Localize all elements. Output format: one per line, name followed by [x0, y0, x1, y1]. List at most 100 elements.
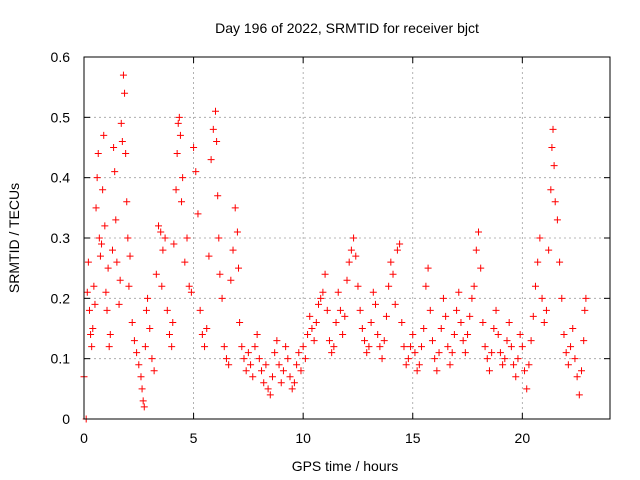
data-point	[367, 318, 375, 326]
data-point	[299, 343, 307, 351]
axis-ticks	[83, 56, 610, 420]
data-point	[150, 367, 158, 375]
data-point	[536, 234, 544, 242]
data-point	[542, 306, 550, 314]
data-point	[183, 234, 191, 242]
data-point	[215, 234, 223, 242]
data-point	[334, 288, 342, 296]
data-point	[472, 246, 480, 254]
data-point	[253, 331, 261, 339]
data-point	[448, 349, 456, 357]
data-point	[209, 125, 217, 133]
data-point	[569, 325, 577, 332]
data-point	[229, 246, 237, 254]
data-point	[135, 361, 143, 369]
data-point	[133, 349, 141, 357]
data-point	[494, 331, 502, 339]
data-point	[148, 355, 156, 363]
data-point	[450, 331, 458, 339]
data-point	[201, 343, 209, 351]
data-point	[273, 337, 281, 345]
data-point	[527, 337, 535, 345]
data-point	[488, 349, 496, 357]
data-point	[279, 367, 287, 375]
data-point	[396, 240, 404, 248]
data-point	[174, 119, 182, 127]
data-point	[317, 294, 325, 302]
data-point	[455, 288, 463, 296]
data-point	[558, 294, 566, 302]
data-point	[415, 361, 423, 369]
data-point	[356, 306, 364, 314]
x-axis-label: GPS time / hours	[292, 458, 399, 474]
data-point	[112, 216, 120, 224]
data-point	[374, 331, 382, 339]
data-point	[258, 367, 266, 375]
x-tick-label: 15	[405, 430, 421, 446]
data-point	[510, 361, 518, 369]
data-point	[439, 294, 447, 302]
data-point	[319, 288, 327, 296]
data-point	[312, 318, 320, 326]
data-point	[343, 276, 351, 284]
data-point	[181, 258, 189, 266]
data-point	[490, 325, 498, 332]
data-point	[323, 306, 331, 314]
data-point	[118, 137, 126, 145]
data-point	[262, 361, 270, 369]
data-point	[99, 186, 107, 194]
data-point	[128, 318, 136, 326]
data-point	[207, 156, 215, 164]
data-point	[567, 343, 575, 351]
data-point	[400, 343, 408, 351]
data-point	[358, 325, 366, 332]
data-point	[170, 240, 178, 248]
data-point	[235, 264, 243, 272]
data-point	[352, 252, 360, 260]
data-point	[284, 355, 292, 363]
data-point	[387, 258, 395, 266]
data-point	[91, 300, 99, 308]
data-point	[336, 306, 344, 314]
data-point	[92, 204, 100, 212]
data-point	[96, 252, 104, 260]
data-point	[564, 361, 572, 369]
data-point	[581, 306, 589, 314]
data-point	[123, 198, 131, 206]
data-point	[553, 216, 561, 224]
data-point	[499, 361, 507, 369]
data-point	[548, 144, 556, 151]
data-point	[152, 270, 160, 278]
y-tick-label: 0.4	[51, 170, 71, 186]
data-point	[110, 144, 118, 151]
data-point	[369, 288, 377, 296]
data-point	[523, 385, 531, 393]
x-tick-label: 20	[515, 430, 531, 446]
data-point	[141, 343, 149, 351]
data-point	[87, 331, 95, 339]
data-point	[534, 258, 542, 266]
data-point	[94, 150, 102, 158]
data-point	[556, 258, 564, 266]
data-point	[130, 337, 138, 345]
data-point	[198, 331, 206, 339]
data-point	[119, 71, 127, 79]
data-point	[218, 294, 226, 302]
data-point	[146, 325, 154, 332]
data-point	[268, 373, 276, 381]
data-point	[391, 300, 399, 308]
data-point	[549, 125, 557, 133]
data-point	[125, 282, 133, 290]
data-point	[505, 318, 513, 326]
data-point	[264, 385, 272, 393]
data-point	[108, 246, 116, 254]
data-point	[277, 379, 285, 387]
data-point	[176, 131, 184, 139]
data-point	[393, 246, 401, 254]
data-point	[103, 306, 111, 314]
data-point	[101, 222, 109, 230]
data-point	[255, 355, 263, 363]
data-point	[266, 391, 274, 399]
data-point	[411, 349, 419, 357]
